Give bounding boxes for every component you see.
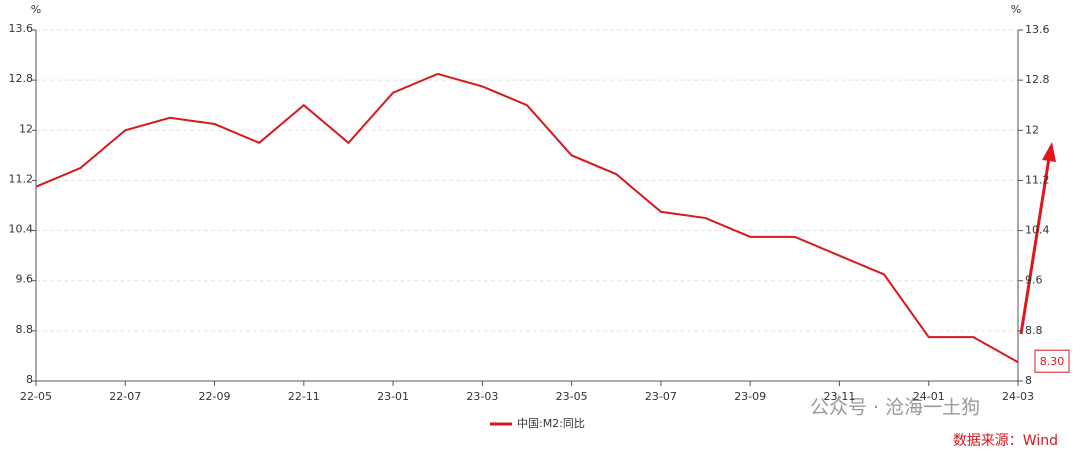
- watermark: 公众号 · 沧海一土狗: [810, 397, 980, 419]
- x-tick-label: 23-11: [823, 390, 855, 403]
- y2-tick-label: 12.8: [1025, 73, 1050, 86]
- y2-tick-label: 8: [1025, 374, 1032, 387]
- y2-tick-label: 9.6: [1025, 274, 1043, 287]
- y-tick-label: 10.4: [9, 223, 34, 236]
- x-tick-label: 22-09: [199, 390, 231, 403]
- y-tick-label: 8: [26, 373, 33, 386]
- x-tick-label: 22-05: [20, 390, 52, 403]
- x-tick-label: 23-01: [377, 390, 409, 403]
- y2-tick-label: 12: [1025, 123, 1039, 136]
- y2-tick-label: 11.2: [1025, 173, 1050, 186]
- y-tick-label: 11.2: [9, 172, 34, 185]
- value-label: 8.30: [1040, 355, 1065, 368]
- x-tick-label: 23-05: [556, 390, 588, 403]
- y-tick-label: 13.6: [9, 22, 34, 35]
- y-tick-label: 12.8: [9, 72, 34, 85]
- x-tick-label: 23-07: [645, 390, 677, 403]
- y2-unit: %: [1011, 3, 1021, 16]
- legend-label: 中国:M2:同比: [517, 417, 585, 430]
- y-tick-label: 9.6: [16, 273, 34, 286]
- value-label-box: [1034, 349, 1070, 373]
- x-tick-label: 23-03: [466, 390, 498, 403]
- y-tick-label: 8.8: [16, 323, 34, 336]
- x-tick-label: 24-01: [913, 390, 945, 403]
- y-tick-label: 12: [19, 122, 33, 135]
- x-tick-label: 22-11: [288, 390, 320, 403]
- y-unit: %: [31, 3, 41, 16]
- arrow-shaft: [1019, 157, 1051, 335]
- x-tick-label: 22-07: [109, 390, 141, 403]
- x-tick-label: 23-09: [734, 390, 766, 403]
- arrow-head: [1042, 142, 1056, 162]
- y2-tick-label: 10.4: [1025, 224, 1050, 237]
- y2-tick-label: 13.6: [1025, 23, 1050, 36]
- line-series: [35, 72, 1019, 364]
- y2-tick-label: 8.8: [1025, 324, 1043, 337]
- x-tick-label: 24-03: [1002, 390, 1034, 403]
- source: 数据来源：Wind: [953, 433, 1058, 449]
